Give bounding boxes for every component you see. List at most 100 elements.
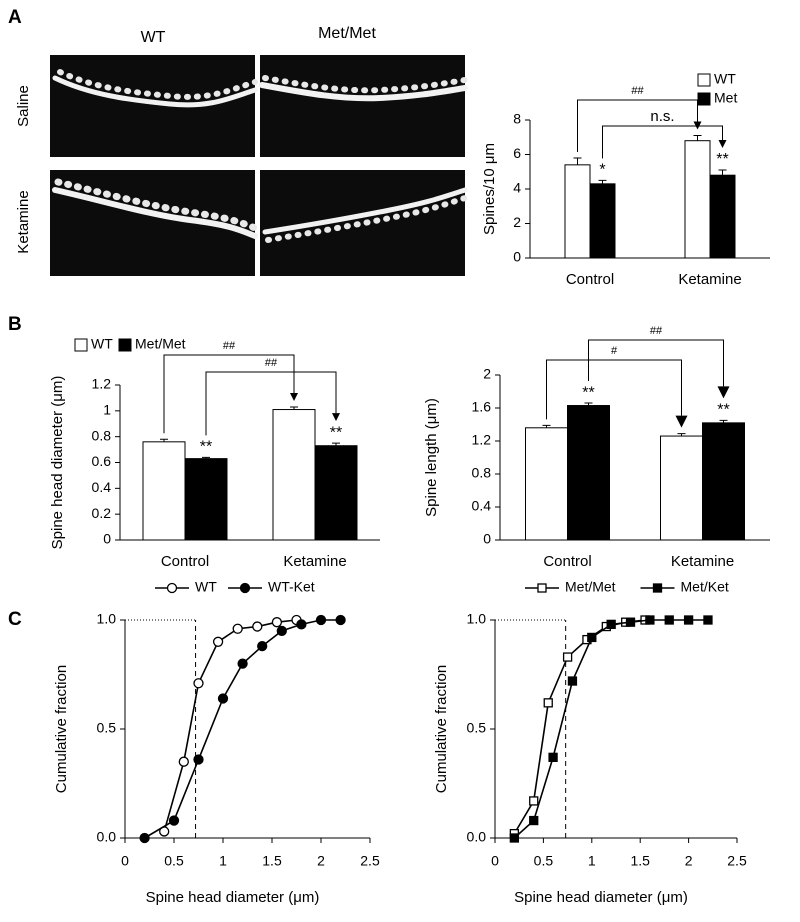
y-axis-label: Cumulative fraction [433,665,450,793]
arrow-head [717,386,730,399]
legend-label: Met/Met [565,579,616,595]
bar [567,405,610,541]
arrow-head [290,392,298,401]
x-axis-label: Spine head diameter (μm) [146,889,320,906]
marker [217,693,229,704]
x-tick-label: 2 [317,853,325,869]
spines [265,195,468,243]
marker [296,619,307,630]
error-bar [598,179,607,184]
bar [709,174,736,259]
x-axis-label: Spine head diameter (μm) [514,889,688,906]
marker [335,614,346,626]
bar [660,435,703,541]
bar [702,422,745,541]
micrographs [50,55,468,276]
micrograph [260,55,465,157]
y-axis-label: Spine head diameter (μm) [49,376,66,550]
marker [529,815,539,826]
error-bar [542,424,551,428]
y-tick-label: 1.2 [472,432,492,448]
column-label: Met/Met [318,25,376,42]
marker [664,615,674,625]
significance: ** [717,402,729,419]
error-bar [719,419,728,423]
marker [232,623,243,634]
panel-label: C [8,609,22,630]
x-tick-label: 1.5 [262,853,282,869]
marker [703,615,713,625]
marker [543,698,553,708]
marker [237,658,248,669]
y-tick-label: 1.0 [97,611,117,627]
error-bar [202,456,210,459]
marker [252,621,263,632]
error-bar [584,402,593,406]
spines [54,178,259,232]
y-tick-label: 0.0 [467,829,487,845]
legend-label: Met/Met [135,336,186,352]
bar [314,445,358,541]
marker [193,678,204,689]
series-line [513,619,708,839]
y-tick-label: 0.5 [97,720,117,736]
marker [315,614,327,626]
row-label: Ketamine [15,190,32,253]
panel-label: A [8,7,22,28]
error-bar [290,406,298,410]
row-label: Saline [15,85,32,127]
marker [139,832,150,844]
marker [509,833,520,843]
dendrite [262,187,468,235]
y-tick-label: 0.4 [92,479,112,495]
marker [537,583,547,593]
marker [645,615,655,625]
marker [257,641,268,652]
legend-swatch [118,338,132,352]
marker [606,619,616,630]
y-tick-label: 0 [103,531,111,547]
y-tick-label: 4 [513,180,521,196]
series-line [144,619,341,839]
significance: ** [200,439,212,456]
comparison-label: n.s. [650,108,674,125]
marker [529,796,539,806]
arrow-head [675,415,688,428]
comparison-label: ## [631,85,644,97]
bar [564,164,591,259]
y-tick-label: 0.0 [97,829,117,845]
x-tick-label: Ketamine [671,553,734,570]
marker [548,752,558,762]
x-tick-label: 0 [121,853,129,869]
spines [262,75,468,94]
x-tick-label: 1.5 [630,853,650,869]
legend-label: WT [91,336,113,352]
dendrite [52,75,258,108]
x-tick-label: Ketamine [283,553,346,570]
error-bar [718,169,727,176]
y-axis-label: Spines/10 μm [481,143,498,235]
y-tick-label: 1 [103,402,111,418]
x-tick-label: Control [566,271,614,288]
y-tick-label: 1.2 [92,376,112,392]
dendrite [52,187,258,239]
marker [276,625,287,637]
x-tick-label: 1 [588,853,596,869]
series-line [163,619,297,832]
significance: ** [716,151,728,168]
legend-swatch [74,338,88,352]
y-tick-label: 0.5 [467,720,487,736]
spines [57,69,258,100]
significance: * [599,162,605,179]
x-tick-label: 0 [491,853,499,869]
y-tick-label: 2 [513,214,521,230]
arrow-head [332,413,340,422]
comparison-label: ## [650,325,663,337]
y-tick-label: 2 [483,366,491,382]
bar [684,140,711,259]
legend-label: WT-Ket [268,579,315,595]
legend-label: WT [195,579,217,595]
panel-label: B [8,314,22,335]
micrograph [50,55,255,157]
